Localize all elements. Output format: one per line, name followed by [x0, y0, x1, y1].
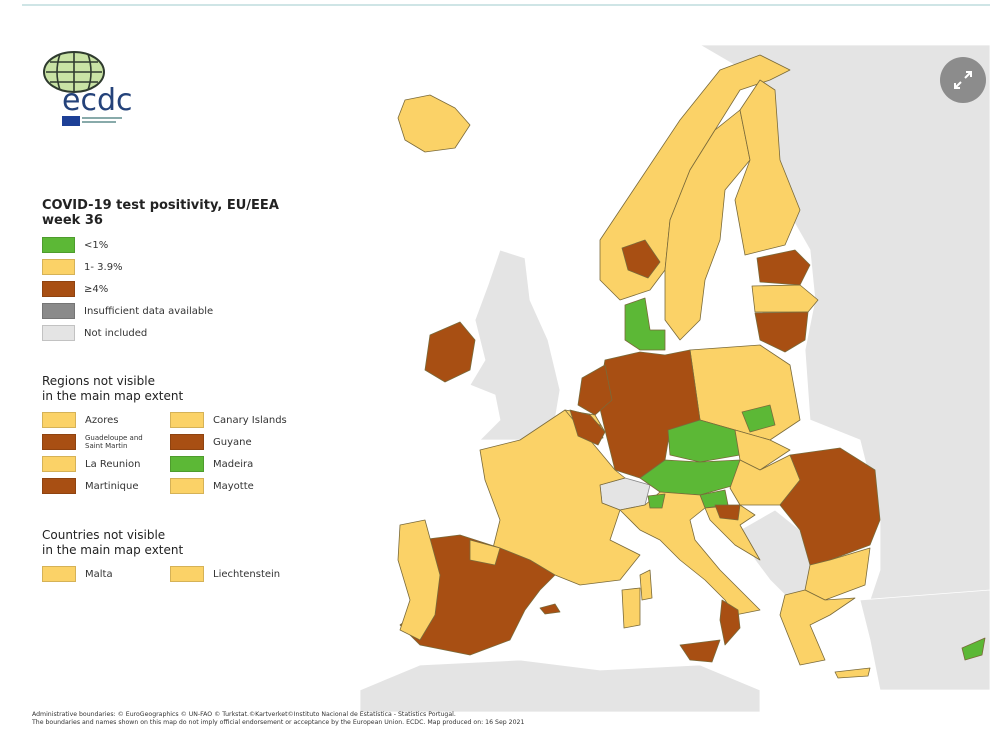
- corsica: [639, 569, 653, 601]
- balearics: [539, 603, 561, 615]
- region-martinique: Martinique: [42, 478, 170, 494]
- legend-item-not-included: Not included: [42, 322, 322, 344]
- swatch: [42, 478, 76, 494]
- denmark: [624, 297, 666, 351]
- legend-item-high: ≥4%: [42, 278, 322, 300]
- legend-label: Not included: [84, 327, 148, 339]
- turkey: [859, 589, 991, 691]
- swatch: [170, 412, 204, 428]
- swatch: [42, 325, 75, 341]
- north-africa: [359, 659, 761, 713]
- expand-button[interactable]: [940, 57, 986, 103]
- sardinia: [621, 587, 641, 629]
- norway-region-high: [621, 239, 661, 279]
- region-la-reunion: La Reunion: [42, 456, 170, 472]
- credits-line1: Administrative boundaries: © EuroGeograp…: [32, 711, 456, 718]
- legend-week: week 36: [42, 213, 103, 228]
- map-credits: Administrative boundaries: © EuroGeograp…: [32, 711, 524, 727]
- finland: [734, 79, 801, 256]
- region-guadeloupe: Guadeloupe and Saint Martin: [42, 434, 170, 450]
- expand-icon: [954, 71, 972, 89]
- slovakia-green: [741, 404, 776, 433]
- region-azores: Azores: [42, 412, 170, 428]
- swatch: [170, 434, 204, 450]
- legend-title: COVID-19 test positivity, EU/EEA: [42, 198, 279, 213]
- swatch: [42, 237, 75, 253]
- region-label: Madeira: [213, 458, 254, 470]
- legend-label: 1- 3.9%: [84, 261, 123, 273]
- regions-title: Regions not visible in the main map exten…: [42, 374, 322, 404]
- legend-label: <1%: [84, 239, 109, 251]
- region-label: Guyane: [213, 436, 252, 448]
- region-madeira: Madeira: [170, 456, 300, 472]
- legend-label: Insufficient data available: [84, 305, 214, 317]
- ecdc-logo: ecdc: [40, 48, 140, 130]
- italy-region-low: [647, 493, 666, 509]
- norway: [599, 54, 791, 301]
- croatia: [704, 504, 761, 561]
- legend-label: ≥4%: [84, 283, 109, 295]
- sweden: [664, 109, 751, 341]
- regions-title-line1: Regions not visible: [42, 374, 155, 388]
- region-label: Azores: [85, 414, 119, 426]
- countries-list: Malta Liechtenstein: [42, 566, 322, 582]
- greece: [779, 589, 856, 666]
- swatch: [170, 566, 204, 582]
- netherlands: [577, 364, 613, 416]
- swatch: [42, 456, 76, 472]
- country-malta: Malta: [42, 566, 170, 582]
- regions-list: Azores Canary Islands Guadeloupe and Sai…: [42, 412, 322, 494]
- france-region-high: [569, 409, 606, 446]
- ecdc-wordmark: ecdc: [62, 83, 133, 118]
- legend-item-low: <1%: [42, 234, 322, 256]
- swatch: [170, 478, 204, 494]
- country-liechtenstein: Liechtenstein: [170, 566, 300, 582]
- legend-item-insufficient: Insufficient data available: [42, 300, 322, 322]
- croatia-region-high: [714, 504, 741, 521]
- countries-title-line1: Countries not visible: [42, 528, 166, 542]
- swatch: [42, 281, 75, 297]
- region-guyane: Guyane: [170, 434, 300, 450]
- slovakia: [734, 429, 791, 471]
- region-label: Martinique: [85, 480, 139, 492]
- portugal: [397, 519, 441, 641]
- region-label: Mayotte: [213, 480, 254, 492]
- swatch: [42, 566, 76, 582]
- uk: [469, 249, 561, 441]
- crete: [834, 667, 871, 679]
- swatch: [42, 412, 76, 428]
- countries-title-line2: in the main map extent: [42, 543, 184, 557]
- swatch: [42, 303, 75, 319]
- region-canary-islands: Canary Islands: [170, 412, 300, 428]
- region-label: La Reunion: [85, 458, 141, 470]
- latvia: [751, 284, 819, 313]
- credits-line2: The boundaries and names shown on this m…: [32, 719, 525, 726]
- estonia: [756, 249, 811, 286]
- country-label: Liechtenstein: [213, 568, 281, 580]
- legend-item-mid: 1- 3.9%: [42, 256, 322, 278]
- lithuania: [754, 311, 809, 353]
- region-label: Canary Islands: [213, 414, 287, 426]
- globe-icon: ecdc: [43, 51, 133, 126]
- countries-title: Countries not visible in the main map ext…: [42, 528, 322, 558]
- swatch: [170, 456, 204, 472]
- top-divider: [22, 4, 990, 6]
- iceland: [397, 94, 471, 153]
- italy: [619, 491, 761, 616]
- swatch: [42, 434, 76, 450]
- regions-title-line2: in the main map extent: [42, 389, 184, 403]
- region-mayotte: Mayotte: [170, 478, 300, 494]
- region-label: Guadeloupe and Saint Martin: [85, 434, 143, 450]
- spain-region-yellow: [469, 539, 501, 566]
- country-label: Malta: [85, 568, 113, 580]
- sicily: [679, 639, 721, 663]
- calabria: [719, 599, 741, 646]
- cyprus: [961, 637, 986, 661]
- ireland: [424, 321, 476, 383]
- swatch: [42, 259, 75, 275]
- map-legend: COVID-19 test positivity, EU/EEA week 36…: [42, 198, 322, 582]
